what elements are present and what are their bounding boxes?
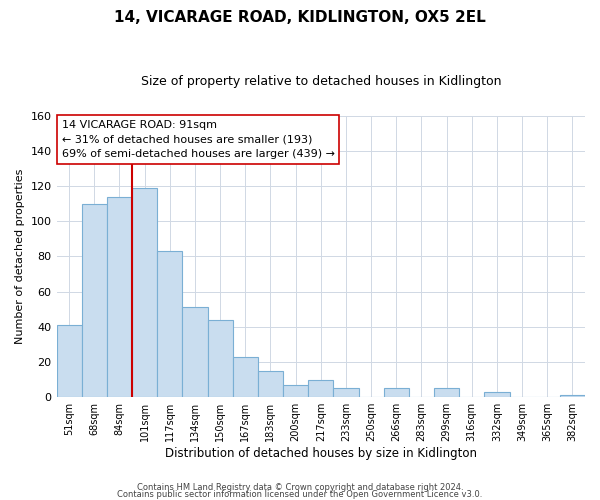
Bar xyxy=(334,388,359,397)
Bar xyxy=(560,396,585,397)
Bar xyxy=(208,320,233,397)
Bar xyxy=(157,251,182,397)
Text: Contains HM Land Registry data © Crown copyright and database right 2024.: Contains HM Land Registry data © Crown c… xyxy=(137,484,463,492)
Bar xyxy=(82,204,107,397)
Title: Size of property relative to detached houses in Kidlington: Size of property relative to detached ho… xyxy=(140,75,501,88)
Bar xyxy=(383,388,409,397)
Bar xyxy=(56,325,82,397)
Bar xyxy=(308,380,334,397)
Text: 14 VICARAGE ROAD: 91sqm
← 31% of detached houses are smaller (193)
69% of semi-d: 14 VICARAGE ROAD: 91sqm ← 31% of detache… xyxy=(62,120,335,160)
Bar xyxy=(484,392,509,397)
Bar xyxy=(258,371,283,397)
Bar xyxy=(132,188,157,397)
X-axis label: Distribution of detached houses by size in Kidlington: Distribution of detached houses by size … xyxy=(165,447,477,460)
Bar xyxy=(182,308,208,397)
Bar xyxy=(233,356,258,397)
Text: 14, VICARAGE ROAD, KIDLINGTON, OX5 2EL: 14, VICARAGE ROAD, KIDLINGTON, OX5 2EL xyxy=(114,10,486,25)
Text: Contains public sector information licensed under the Open Government Licence v3: Contains public sector information licen… xyxy=(118,490,482,499)
Y-axis label: Number of detached properties: Number of detached properties xyxy=(15,168,25,344)
Bar xyxy=(283,385,308,397)
Bar xyxy=(107,196,132,397)
Bar xyxy=(434,388,459,397)
